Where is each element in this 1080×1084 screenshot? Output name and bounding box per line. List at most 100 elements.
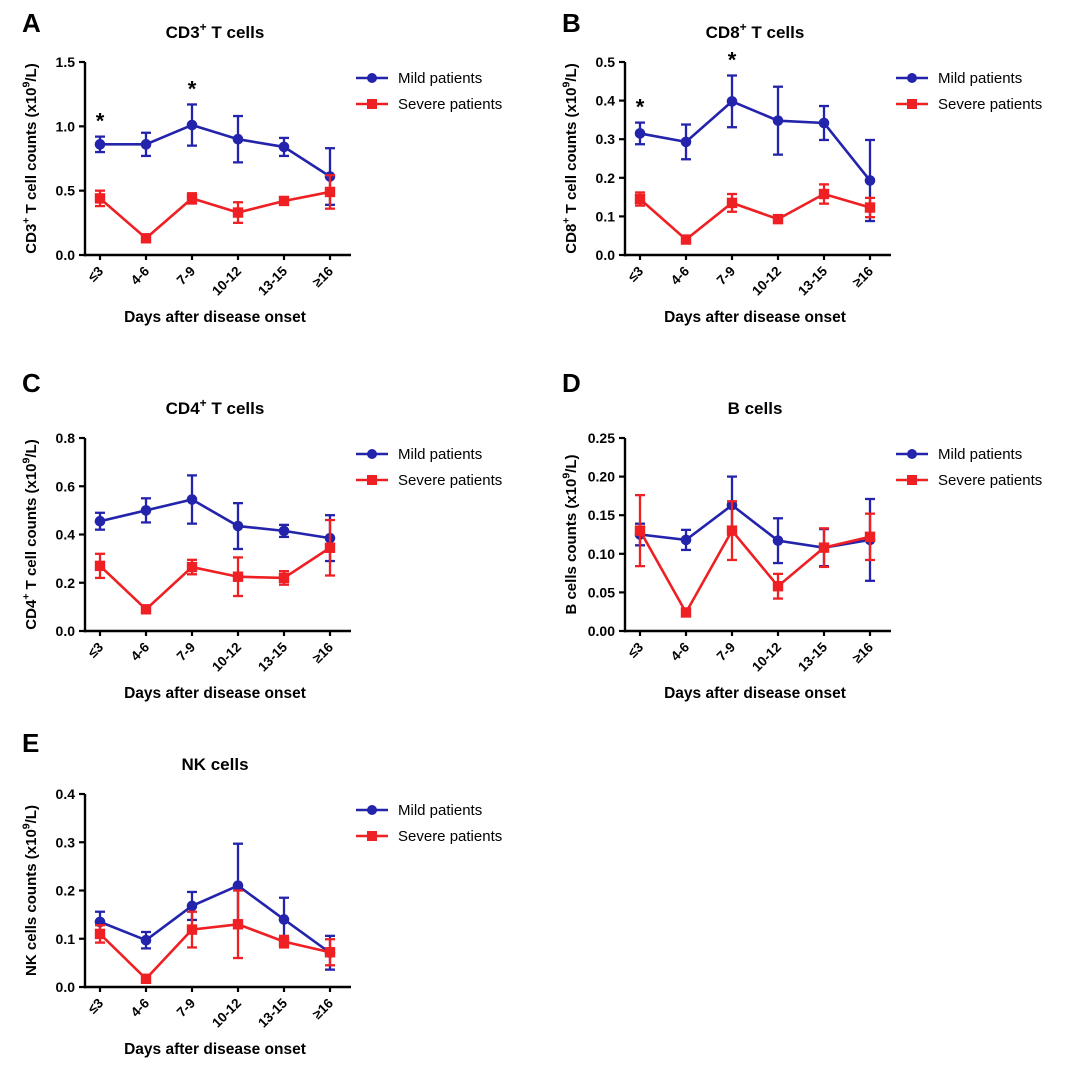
axes: 0.0 0.2 0.4 0.6 0.8 ≤3 4-6 7-9 10-12 13-15 ≥16: [56, 430, 351, 675]
data-point-circle: [140, 505, 152, 516]
series-mild: [94, 842, 336, 971]
axes: 0.0 0.1 0.2 0.3 0.4 0.5 ≤3 4-6 7-9 10-12 13-15 ≥16: [596, 54, 891, 299]
data-point-square: [634, 193, 646, 205]
data-point-square: [864, 202, 876, 213]
data-point-square: [324, 947, 336, 958]
axes: 0.00 0.05 0.10 0.15 0.20 0.25 ≤3 4-6 7-9 10-12 13-…: [588, 430, 891, 675]
chart-title: B cells: [728, 399, 783, 418]
x-tick-label: 7-9: [174, 264, 198, 288]
y-tick-label: 1.0: [56, 118, 76, 134]
data-point-circle: [278, 914, 290, 925]
significance-asterisk: *: [728, 48, 737, 73]
data-point-circle: [680, 136, 692, 148]
data-point-square: [186, 924, 198, 935]
data-point-circle: [186, 119, 198, 131]
y-tick-label: 0.4: [56, 527, 76, 543]
y-tick-label: 0.25: [588, 430, 615, 446]
data-point-circle: [278, 141, 290, 153]
data-point-circle: [680, 534, 692, 546]
legend: Mild patients Severe patients: [356, 70, 502, 113]
panel-label-e: E: [22, 728, 40, 758]
x-tick-label: 13-15: [255, 995, 290, 1030]
legend: Mild patients Severe patients: [896, 70, 1042, 113]
data-point-circle: [140, 139, 152, 150]
x-tick-label: 4-6: [668, 263, 693, 288]
x-tick-label: 4-6: [128, 995, 153, 1020]
chart-title: CD8+ T cells: [706, 20, 805, 42]
y-axis-label: CD8+ T cell counts (x109/L): [561, 63, 580, 253]
legend-circle-marker: [907, 449, 917, 459]
data-point-circle: [94, 515, 106, 527]
data-point-square: [726, 197, 738, 209]
y-tick-label: 0.6: [56, 478, 76, 494]
panel-b-cells: D B cells B cells counts (x109/L) Days aft…: [540, 360, 1080, 720]
x-tick-label: ≥16: [850, 263, 877, 290]
x-tick-label: ≤3: [85, 995, 107, 1017]
x-tick-label: ≤3: [85, 639, 107, 661]
series-severe: [634, 493, 876, 618]
y-tick-label: 1.5: [56, 54, 76, 70]
legend: Mild patients Severe patients: [896, 446, 1042, 489]
data-point-square: [186, 561, 198, 573]
cd8-t-cells-chart: CD8+ T cells CD8+ T cell counts (x109/L) D…: [561, 20, 1043, 326]
data-point-square: [634, 525, 646, 536]
y-tick-label: 0.05: [588, 584, 615, 600]
data-point-circle: [140, 934, 152, 946]
significance-asterisk: *: [636, 95, 645, 120]
y-tick-label: 0.8: [56, 430, 76, 446]
x-tick-label: 10-12: [749, 640, 784, 675]
legend-square-marker: [907, 475, 917, 485]
data-point-circle: [634, 128, 646, 139]
data-point-circle: [94, 139, 106, 150]
data-point-square: [232, 571, 244, 582]
chart-title: NK cells: [181, 755, 248, 774]
x-tick-label: 13-15: [255, 639, 290, 674]
series-mild: [634, 475, 876, 582]
y-tick-label: 0.5: [596, 54, 616, 70]
series-severe: [94, 174, 336, 244]
nk-cells-chart: NK cells NK cells counts (x109/L) Days aft…: [21, 755, 503, 1058]
b-cells-chart: B cells B cells counts (x109/L) Days after…: [561, 399, 1043, 702]
legend-label: Mild patients: [398, 70, 482, 87]
data-point-square: [772, 581, 784, 592]
data-point-square: [94, 193, 106, 204]
y-tick-label: 0.1: [596, 208, 616, 224]
series-severe: [94, 889, 336, 984]
data-point-square: [772, 213, 784, 225]
data-point-square: [232, 207, 244, 218]
data-point-square: [680, 607, 692, 618]
data-point-square: [324, 542, 336, 553]
x-tick-label: 4-6: [668, 639, 693, 664]
panel-cd4-t-cells: C CD4+ T cells CD4+ T cell counts (x109/L…: [0, 360, 540, 720]
series-mild: [94, 103, 336, 206]
data-point-circle: [726, 96, 738, 107]
significance-asterisk: *: [96, 109, 105, 134]
x-tick-label: 13-15: [795, 263, 830, 298]
data-point-square: [140, 973, 152, 984]
data-point-circle: [232, 133, 244, 145]
x-tick-label: ≤3: [625, 263, 647, 285]
y-tick-label: 0.10: [588, 546, 615, 562]
data-point-circle: [864, 175, 876, 186]
x-axis-label: Days after disease onset: [664, 309, 846, 326]
data-point-circle: [278, 525, 290, 537]
axes: 0.0 0.1 0.2 0.3 0.4 ≤3 4-6 7-9 10-12 13-15 ≥16: [56, 786, 351, 1031]
panel-label-a: A: [22, 8, 41, 38]
legend-circle-marker: [367, 805, 377, 815]
y-axis-label: B cells counts (x109/L): [561, 454, 580, 614]
x-tick-label: 7-9: [714, 264, 738, 288]
y-tick-label: 0.2: [56, 883, 76, 899]
legend-circle-marker: [367, 449, 377, 459]
data-point-circle: [772, 535, 784, 546]
legend-label: Mild patients: [938, 446, 1022, 463]
data-point-square: [864, 531, 876, 543]
y-tick-label: 0.3: [596, 131, 616, 147]
data-point-square: [324, 186, 336, 198]
series-severe: [94, 518, 336, 615]
series-severe: [634, 183, 876, 245]
legend-label: Mild patients: [938, 70, 1022, 87]
data-point-circle: [232, 520, 244, 532]
legend-label: Severe patients: [938, 96, 1042, 113]
data-point-circle: [232, 880, 244, 891]
